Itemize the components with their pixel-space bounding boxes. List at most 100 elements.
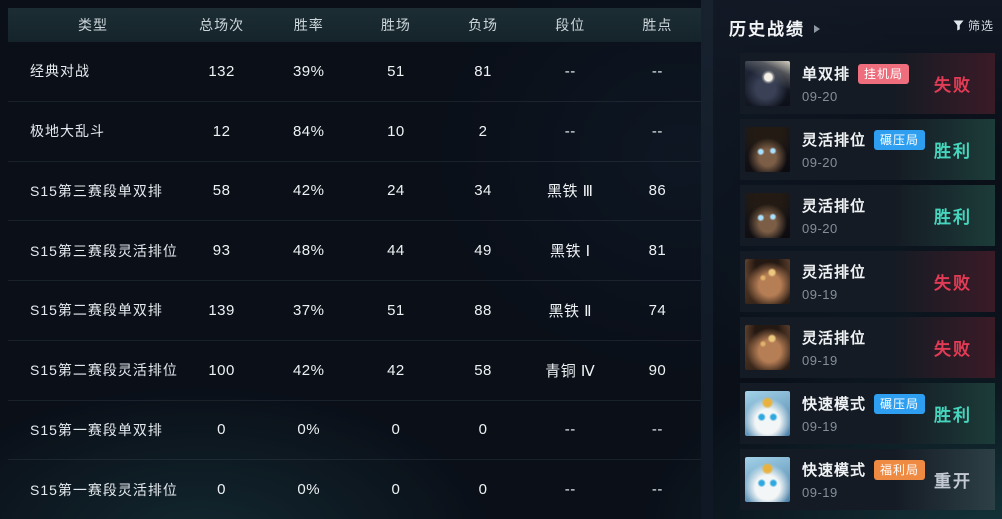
match-result: 失败 xyxy=(934,76,972,95)
match-date: 09-20 xyxy=(802,155,838,170)
history-title: 历史战绩 xyxy=(729,20,805,39)
cell-rank: 青铜 Ⅳ xyxy=(545,362,596,380)
column-header: 胜率 xyxy=(293,17,324,33)
champion-avatar-illaoi xyxy=(745,325,790,370)
match-tag-badge: 碾压局 xyxy=(874,393,926,414)
cell-points: 90 xyxy=(648,361,667,379)
cell-losses: 49 xyxy=(474,242,492,260)
match-result: 胜利 xyxy=(934,208,972,227)
match-tag-badge: 碾压局 xyxy=(874,129,926,150)
table-row: S15第一赛段单双排 0 0% 0 0 -- -- xyxy=(8,399,701,460)
cell-win-rate: 39% xyxy=(292,62,325,80)
cell-losses: 0 xyxy=(478,421,488,439)
cell-win-rate: 0% xyxy=(297,481,321,499)
cell-wins: 51 xyxy=(387,301,405,319)
cell-win-rate: 0% xyxy=(297,421,321,439)
match-result: 失败 xyxy=(934,274,972,293)
cell-losses: 58 xyxy=(474,361,492,379)
cell-win-rate: 37% xyxy=(292,301,325,319)
cell-type: S15第二赛段单双排 xyxy=(30,302,163,319)
cell-points: 81 xyxy=(648,242,667,260)
cell-total-games: 139 xyxy=(208,301,235,319)
history-title-toggle[interactable]: 历史战绩 xyxy=(729,15,820,40)
match-mode: 灵活排位 xyxy=(802,132,867,149)
match-date: 09-19 xyxy=(802,419,838,434)
cell-wins: 51 xyxy=(387,62,405,80)
champion-avatar-diana xyxy=(745,61,790,106)
cell-win-rate: 84% xyxy=(292,122,325,140)
cell-rank: 黑铁 Ⅲ xyxy=(546,183,594,201)
match-item[interactable]: 快速模式 福利局 09-19 重开 xyxy=(740,449,995,510)
cell-type: S15第二赛段灵活排位 xyxy=(30,362,178,379)
cell-points: -- xyxy=(651,122,663,140)
cell-type: S15第一赛段单双排 xyxy=(30,421,163,438)
cell-points: 86 xyxy=(648,182,667,200)
cell-rank: -- xyxy=(564,122,576,140)
champion-avatar-illaoi xyxy=(745,259,790,304)
champion-avatar-sylas xyxy=(745,127,790,172)
match-mode: 灵活排位 xyxy=(802,198,867,215)
champion-avatar-sylas xyxy=(745,193,790,238)
table-row: S15第二赛段单双排 139 37% 51 88 黑铁 Ⅱ 74 xyxy=(8,280,701,340)
match-info: 快速模式 碾压局 09-19 xyxy=(802,393,926,434)
match-item[interactable]: 灵活排位 09-19 失败 xyxy=(740,251,995,312)
cell-points: 74 xyxy=(648,301,667,319)
table-row: S15第三赛段单双排 58 42% 24 34 黑铁 Ⅲ 86 xyxy=(8,160,701,221)
match-item[interactable]: 灵活排位 09-19 失败 xyxy=(740,317,995,378)
match-item[interactable]: 灵活排位 09-20 胜利 xyxy=(740,185,995,246)
cell-points: -- xyxy=(651,62,663,80)
stats-panel: 类型 总场次 胜率 胜场 负场 段位 胜点 经典对战 132 39% 51 81… xyxy=(8,8,701,519)
table-row: S15第三赛段灵活排位 93 48% 44 49 黑铁 Ⅰ 81 xyxy=(8,220,701,280)
cell-rank: 黑铁 Ⅰ xyxy=(549,243,591,261)
match-tag-badge: 福利局 xyxy=(874,459,926,480)
table-row: 极地大乱斗 12 84% 10 2 -- -- xyxy=(8,100,701,161)
match-result-zone: 胜利 xyxy=(895,119,995,180)
match-mode: 快速模式 xyxy=(802,396,867,413)
column-header: 胜场 xyxy=(380,17,411,33)
cell-rank: -- xyxy=(564,62,576,80)
match-result: 重开 xyxy=(934,472,972,491)
cell-wins: 42 xyxy=(387,361,405,379)
chevron-right-icon xyxy=(814,24,820,33)
cell-win-rate: 42% xyxy=(292,361,325,379)
filter-label: 筛选 xyxy=(967,19,994,33)
match-result-zone: 失败 xyxy=(895,317,995,378)
cell-total-games: 58 xyxy=(212,182,231,200)
match-item[interactable]: 单双排 挂机局 09-20 失败 xyxy=(740,53,995,114)
table-body: 经典对战 132 39% 51 81 -- -- 极地大乱斗 12 84% 10… xyxy=(8,42,701,519)
cell-type: 经典对战 xyxy=(30,63,90,80)
cell-wins: 0 xyxy=(391,481,401,499)
match-result-zone: 失败 xyxy=(895,251,995,312)
table-row: S15第一赛段灵活排位 0 0% 0 0 -- -- xyxy=(8,459,701,519)
match-mode: 快速模式 xyxy=(802,462,867,479)
cell-total-games: 100 xyxy=(208,361,235,379)
cell-rank: 黑铁 Ⅱ xyxy=(548,302,593,320)
cell-win-rate: 48% xyxy=(292,242,325,260)
match-result-zone: 失败 xyxy=(895,53,995,114)
cell-rank: -- xyxy=(564,481,576,499)
match-date: 09-19 xyxy=(802,485,838,500)
filter-button[interactable]: 筛选 xyxy=(953,15,996,34)
column-header: 段位 xyxy=(555,17,586,33)
match-item[interactable]: 灵活排位 碾压局 09-20 胜利 xyxy=(740,119,995,180)
match-mode: 灵活排位 xyxy=(802,264,867,281)
cell-losses: 34 xyxy=(474,182,492,200)
cell-losses: 81 xyxy=(474,62,492,80)
cell-total-games: 0 xyxy=(217,421,226,439)
cell-total-games: 12 xyxy=(212,122,231,140)
match-item[interactable]: 快速模式 碾压局 09-19 胜利 xyxy=(740,383,995,444)
cell-total-games: 132 xyxy=(208,62,235,80)
cell-type: S15第一赛段灵活排位 xyxy=(30,481,178,498)
table-header-row: 类型 总场次 胜率 胜场 负场 段位 胜点 xyxy=(8,8,701,42)
cell-total-games: 93 xyxy=(212,242,231,260)
column-header: 总场次 xyxy=(199,17,245,33)
match-info: 灵活排位 09-20 xyxy=(802,195,866,236)
cell-wins: 0 xyxy=(391,421,401,439)
match-result-zone: 重开 xyxy=(895,449,995,510)
match-mode: 单双排 xyxy=(802,66,851,83)
match-tag-badge: 挂机局 xyxy=(858,63,910,84)
match-list: 单双排 挂机局 09-20 失败 灵活排位 碾压局 09-20 胜利 灵活排位 xyxy=(740,53,995,510)
match-result: 胜利 xyxy=(934,142,972,161)
match-result-zone: 胜利 xyxy=(895,185,995,246)
